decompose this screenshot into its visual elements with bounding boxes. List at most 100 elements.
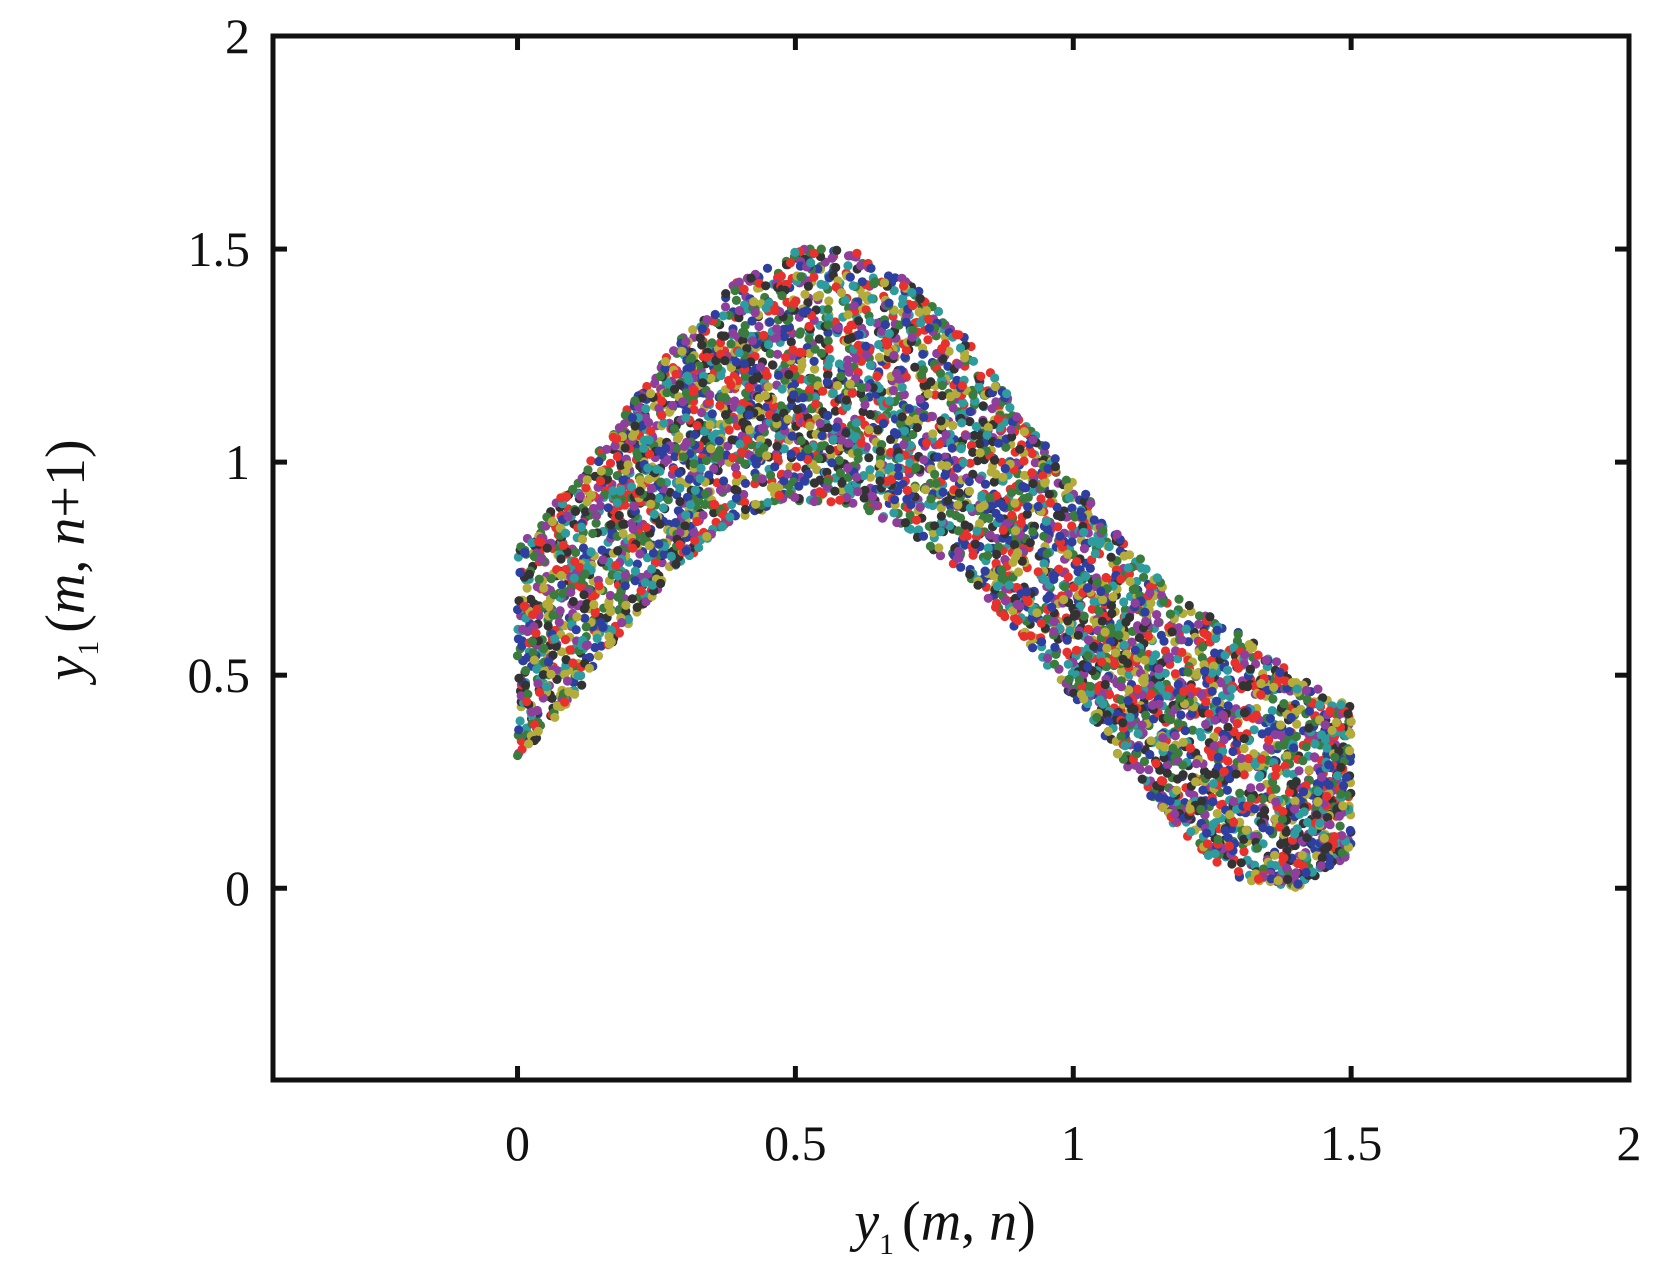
scatter-point [620, 570, 631, 580]
scatter-point [1153, 618, 1163, 628]
scatter-point [815, 418, 825, 428]
scatter-point [1064, 674, 1074, 685]
scatter-point [1067, 537, 1077, 547]
scatter-point [562, 676, 573, 686]
scatter-point [1191, 759, 1201, 769]
scatter-point [996, 565, 1007, 575]
scatter-point [1162, 768, 1172, 778]
scatter-point [1242, 682, 1253, 692]
scatter-point [1276, 839, 1286, 849]
scatter-point [805, 385, 815, 395]
scatter-point [847, 388, 858, 398]
scatter-point [1331, 717, 1341, 728]
scatter-point [1165, 796, 1175, 806]
scatter-point [731, 477, 741, 487]
scatter-point [564, 687, 574, 697]
scatter-point [901, 317, 911, 327]
scatter-point [1079, 611, 1089, 621]
scatter-point [1240, 650, 1250, 660]
scatter-point [606, 520, 616, 530]
scatter-point [514, 725, 524, 735]
scatter-point [1152, 573, 1162, 583]
scatter-point [714, 436, 724, 446]
scatter-point [1147, 655, 1157, 666]
scatter-point [1151, 758, 1161, 769]
scatter-point [809, 496, 819, 507]
scatter-point [894, 374, 904, 384]
scatter-point [914, 307, 924, 317]
scatter-point [655, 371, 666, 381]
scatter-point [695, 474, 705, 484]
scatter-point [1255, 782, 1265, 792]
scatter-point [1236, 753, 1246, 764]
scatter-point [1102, 643, 1112, 653]
scatter-point [818, 386, 828, 396]
scatter-point [1094, 606, 1104, 616]
scatter-point [669, 346, 679, 356]
scatter-point [765, 317, 775, 327]
scatter-point [1216, 678, 1226, 688]
scatter-point [1089, 597, 1099, 607]
scatter-point [846, 320, 856, 330]
scatter-point [740, 459, 750, 469]
scatter-point [1304, 723, 1314, 733]
scatter-point [532, 664, 542, 674]
scatter-point [1212, 696, 1222, 706]
scatter-point [1011, 526, 1021, 536]
scatter-point [707, 409, 717, 419]
scatter-point [1028, 643, 1038, 653]
scatter-point [541, 521, 551, 531]
scatter-point [1185, 743, 1195, 753]
scatter-point [794, 481, 804, 491]
scatter-point [1069, 582, 1079, 593]
scatter-point [632, 602, 642, 613]
scatter-point [942, 461, 952, 471]
scatter-point [628, 543, 638, 553]
scatter-point [1220, 650, 1230, 660]
scatter-point [931, 478, 941, 488]
scatter-point [1119, 597, 1129, 607]
scatter-point [1022, 509, 1032, 519]
scatter-point [937, 391, 947, 401]
scatter-point [1083, 583, 1093, 593]
scatter-point [1032, 608, 1042, 618]
scatter-point [1229, 643, 1239, 653]
scatter-point [1325, 860, 1335, 871]
scatter-point [1338, 801, 1348, 811]
scatter-point [1162, 691, 1172, 701]
scatter-point [908, 300, 918, 311]
scatter-point [1322, 743, 1332, 753]
scatter-point [1010, 498, 1020, 508]
scatter-point [912, 423, 922, 433]
scatter-point [864, 425, 874, 435]
scatter-point [1062, 647, 1072, 657]
scatter-point [899, 390, 909, 400]
scatter-point [1081, 489, 1091, 499]
scatter-point [843, 438, 853, 448]
scatter-point [843, 310, 853, 320]
scatter-point [1212, 857, 1222, 867]
scatter-point [951, 330, 962, 340]
scatter-point [843, 251, 854, 261]
scatter-point [806, 258, 816, 268]
scatter-point [702, 315, 712, 325]
scatter-point [1228, 746, 1238, 757]
scatter-point [826, 497, 836, 507]
scatter-point [718, 311, 728, 321]
scatter-point [552, 674, 562, 685]
scatter-point [974, 439, 985, 449]
scatter-point [825, 444, 835, 455]
scatter-point [581, 640, 592, 650]
scatter-point [830, 406, 841, 416]
scatter-point [829, 434, 839, 445]
scatter-point [643, 463, 653, 473]
scatter-point [967, 440, 977, 450]
scatter-point [1298, 756, 1308, 766]
scatter-point [614, 628, 625, 638]
scatter-point [1027, 468, 1037, 478]
scatter-point [832, 245, 842, 255]
scatter-point [657, 410, 667, 421]
scatter-point [687, 353, 697, 363]
scatter-point [1211, 633, 1221, 644]
scatter-point [728, 328, 738, 338]
